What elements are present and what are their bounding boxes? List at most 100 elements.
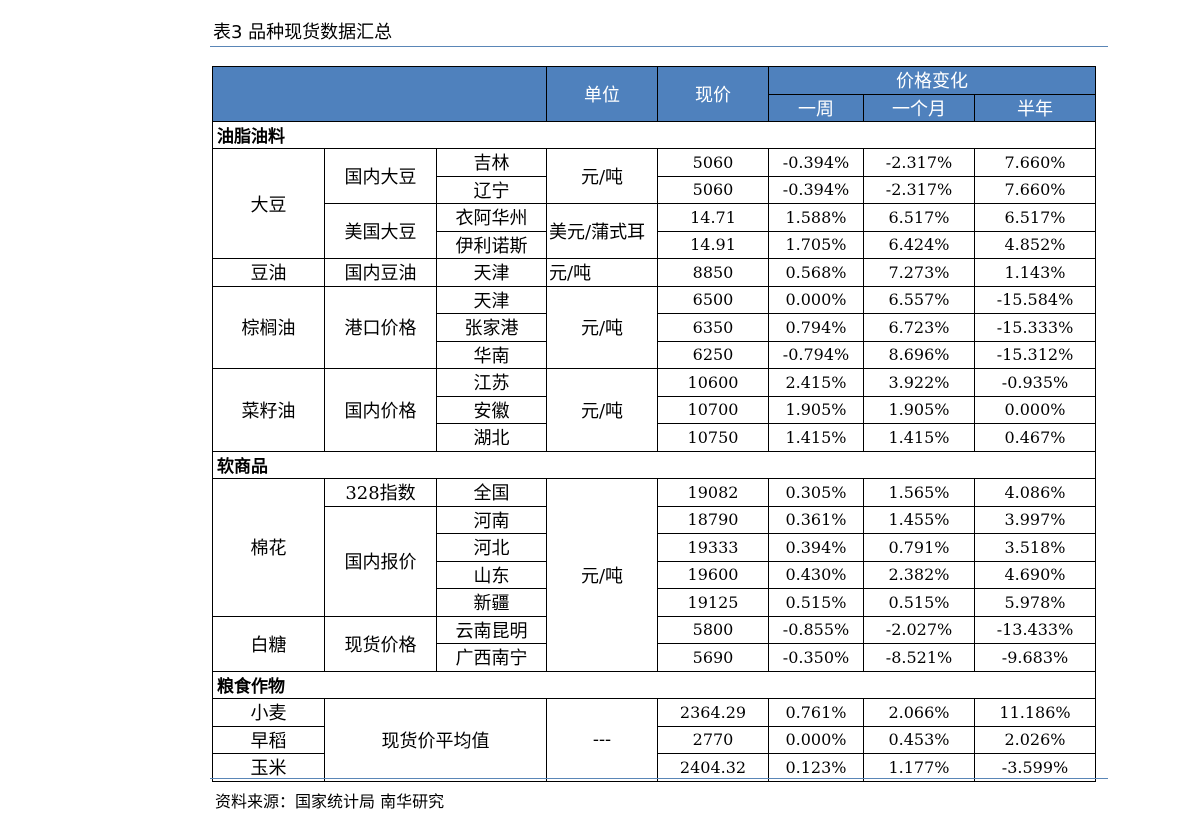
header-week: 一周 xyxy=(768,93,864,122)
table-row: 早稻 2770 0.000% 0.453% 2.026% xyxy=(212,725,1096,754)
section-oils: 油脂油料 xyxy=(212,120,1096,149)
halfyear-change-cell: -0.935% xyxy=(974,368,1096,397)
week-change-cell: 1.588% xyxy=(768,203,864,232)
market-cell: 国内报价 xyxy=(324,505,437,617)
table-row: 新疆 19125 0.515% 0.515% 5.978% xyxy=(213,588,1096,617)
section-soft: 软商品 xyxy=(212,450,1096,479)
spot-data-table: 单位 现价 价格变化 一周 一个月 半年 油脂油料 大豆 国内大豆 吉林 元/吨… xyxy=(212,66,1096,782)
month-change-cell: 0.791% xyxy=(863,533,975,562)
table-row: 辽宁 5060 -0.394% -2.317% 7.660% xyxy=(213,175,1096,204)
region-cell: 吉林 xyxy=(436,148,547,177)
top-rule xyxy=(210,46,1108,47)
price-cell: 8850 xyxy=(657,258,769,287)
commodity-cell: 菜籽油 xyxy=(212,368,325,452)
month-change-cell: 0.515% xyxy=(863,588,975,617)
region-cell: 河南 xyxy=(436,505,547,534)
unit-cell: 元/吨 xyxy=(546,148,658,204)
month-change-cell: 6.557% xyxy=(863,285,975,314)
market-cell: 国内豆油 xyxy=(324,258,437,287)
unit-cell: 元/吨 xyxy=(546,368,658,452)
commodity-cell: 大豆 xyxy=(212,148,325,259)
week-change-cell: -0.855% xyxy=(768,615,864,644)
price-cell: 10700 xyxy=(657,395,769,424)
week-change-cell: -0.394% xyxy=(768,175,864,204)
market-cell: 美国大豆 xyxy=(324,203,437,259)
table-row: 白糖 现货价格 云南昆明 5800 -0.855% -2.027% -13.43… xyxy=(212,615,1096,672)
halfyear-change-cell: -15.312% xyxy=(974,340,1096,369)
price-cell: 6250 xyxy=(657,340,769,369)
week-change-cell: 1.705% xyxy=(768,230,864,259)
week-change-cell: 0.761% xyxy=(768,698,864,727)
region-cell: 辽宁 xyxy=(436,175,547,204)
month-change-cell: 7.273% xyxy=(863,258,975,287)
market-cell: 国内价格 xyxy=(324,368,437,452)
week-change-cell: 0.305% xyxy=(768,478,864,507)
region-cell: 全国 xyxy=(436,478,547,507)
halfyear-change-cell: -9.683% xyxy=(974,643,1096,672)
halfyear-change-cell: 1.143% xyxy=(974,258,1096,287)
market-cell: 港口价格 xyxy=(324,285,437,369)
month-change-cell: 6.424% xyxy=(863,230,975,259)
unit-cell: 元/吨 xyxy=(546,478,658,672)
week-change-cell: 0.000% xyxy=(768,725,864,754)
month-change-cell: 6.517% xyxy=(863,203,975,232)
header-halfyear: 半年 xyxy=(974,93,1096,122)
week-change-cell: 0.568% xyxy=(768,258,864,287)
price-cell: 5800 xyxy=(657,615,769,644)
halfyear-change-cell: 4.086% xyxy=(974,478,1096,507)
commodity-cell: 棉花 xyxy=(212,478,325,617)
table-row: 玉米 2404.32 0.123% 1.177% -3.599% xyxy=(212,753,1096,782)
header-price: 现价 xyxy=(657,66,769,122)
price-cell: 19600 xyxy=(657,560,769,589)
month-change-cell: 2.382% xyxy=(863,560,975,589)
region-cell: 山东 xyxy=(436,560,547,589)
week-change-cell: 0.361% xyxy=(768,505,864,534)
halfyear-change-cell: 6.517% xyxy=(974,203,1096,232)
price-cell: 5690 xyxy=(657,643,769,672)
week-change-cell: 0.430% xyxy=(768,560,864,589)
region-cell: 新疆 xyxy=(436,588,547,617)
month-change-cell: 3.922% xyxy=(863,368,975,397)
source-note: 资料来源：国家统计局 南华研究 xyxy=(215,792,445,811)
section-grain: 粮食作物 xyxy=(212,670,1096,699)
commodity-cell: 豆油 xyxy=(212,258,325,287)
section-row: 软商品 xyxy=(212,450,1096,479)
halfyear-change-cell: -15.584% xyxy=(974,285,1096,314)
commodity-cell: 白糖 xyxy=(212,615,325,672)
month-change-cell: 1.905% xyxy=(863,395,975,424)
month-change-cell: 8.696% xyxy=(863,340,975,369)
price-cell: 6350 xyxy=(657,313,769,342)
price-cell: 2364.29 xyxy=(657,698,769,727)
table-row: 张家港 6350 0.794% 6.723% -15.333% xyxy=(213,313,1096,342)
commodity-cell: 玉米 xyxy=(212,753,325,782)
price-cell: 5060 xyxy=(657,148,769,177)
unit-cell: 元/吨 xyxy=(546,285,658,369)
week-change-cell: 0.000% xyxy=(768,285,864,314)
month-change-cell: 2.066% xyxy=(863,698,975,727)
table-title: 表3 品种现货数据汇总 xyxy=(213,22,393,43)
table-row: 棉花 328指数 全国 元/吨 19082 0.305% 1.565% 4.08… xyxy=(212,478,1096,672)
region-cell: 华南 xyxy=(436,340,547,369)
region-cell: 江苏 xyxy=(436,368,547,397)
price-cell: 19125 xyxy=(657,588,769,617)
price-cell: 2404.32 xyxy=(657,753,769,782)
commodity-cell: 小麦 xyxy=(212,698,325,727)
market-cell: 国内大豆 xyxy=(324,148,437,204)
market-cell: 328指数 xyxy=(324,478,437,507)
halfyear-change-cell: -15.333% xyxy=(974,313,1096,342)
week-change-cell: -0.350% xyxy=(768,643,864,672)
month-change-cell: 1.415% xyxy=(863,423,975,452)
halfyear-change-cell: 3.518% xyxy=(974,533,1096,562)
region-cell: 衣阿华州 xyxy=(436,203,547,232)
price-cell: 19333 xyxy=(657,533,769,562)
header-month: 一个月 xyxy=(863,93,975,122)
halfyear-change-cell: -13.433% xyxy=(974,615,1096,644)
price-cell: 10750 xyxy=(657,423,769,452)
bottom-rule xyxy=(210,778,1108,779)
header-row-2: 一周 一个月 半年 xyxy=(213,93,1096,122)
table-row: 华南 6250 -0.794% 8.696% -15.312% xyxy=(213,340,1096,369)
table-row: 伊利诺斯 14.91 1.705% 6.424% 4.852% xyxy=(213,230,1096,259)
header-unit: 单位 xyxy=(546,66,658,122)
month-change-cell: 1.455% xyxy=(863,505,975,534)
price-cell: 6500 xyxy=(657,285,769,314)
